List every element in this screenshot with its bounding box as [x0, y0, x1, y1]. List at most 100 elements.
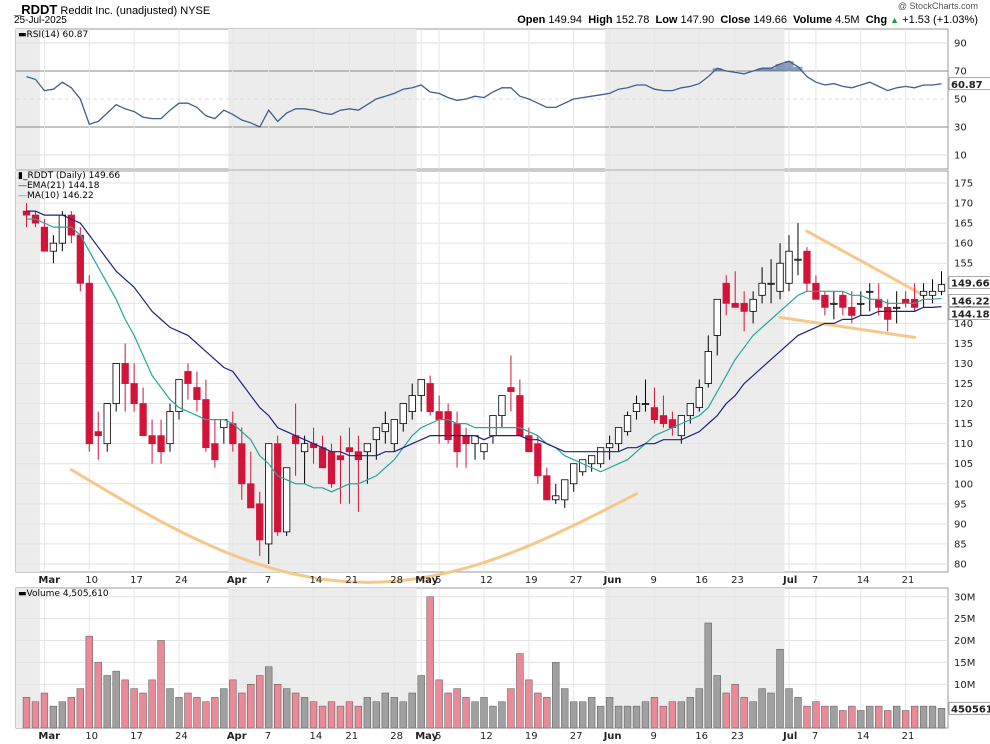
ema-last-label-bg — [948, 307, 990, 320]
candle-body — [103, 403, 111, 445]
volume-bar — [31, 701, 40, 729]
ema-line-icon: — — [18, 181, 27, 191]
volume-bar — [758, 688, 766, 729]
candle-body — [803, 250, 811, 284]
candle-body — [462, 435, 470, 445]
chg-value: +1.53 (+1.03%) — [902, 14, 978, 26]
volume-bar — [76, 688, 84, 729]
candle-body — [919, 290, 928, 296]
price-tick-label: 160 — [954, 239, 973, 250]
volume-bar — [336, 705, 345, 729]
rsi-overbought-fill — [775, 64, 785, 71]
volume-bar — [659, 705, 668, 729]
volume-bar — [435, 679, 443, 729]
volume-bar — [587, 697, 596, 729]
ma-legend-text: MA(10) 146.22 — [27, 191, 94, 201]
volume-bar — [830, 705, 838, 729]
volume-bar — [130, 688, 138, 729]
rsi-overbought-fill — [793, 66, 803, 71]
pennant-lower-line — [778, 315, 917, 339]
candle-body — [157, 435, 165, 453]
ma-line-icon: — — [18, 191, 27, 201]
x-axis-label: 27 — [570, 575, 583, 586]
x-axis-label: May — [415, 575, 438, 586]
candle-body — [632, 403, 641, 412]
volume-bar — [767, 692, 775, 729]
x-axis-label: 16 — [695, 731, 708, 742]
volume-bar — [803, 705, 811, 729]
candle-body — [928, 290, 937, 296]
open-value: 149.94 — [548, 14, 583, 26]
volume-bar — [614, 705, 623, 729]
candle-body — [579, 459, 587, 473]
candle-body — [794, 258, 802, 261]
price-tick-label: 90 — [954, 519, 967, 530]
price-tick-label: 115 — [954, 419, 973, 430]
volume-bar — [58, 701, 67, 729]
candle-body — [229, 423, 237, 445]
candle-body — [677, 415, 685, 437]
volume-bar — [812, 701, 820, 729]
month-band — [16, 171, 40, 572]
volume-bar — [821, 705, 829, 729]
volume-bar — [390, 697, 398, 729]
candle-body — [435, 411, 443, 421]
candle-body — [588, 455, 596, 465]
volume-bar — [399, 701, 407, 729]
candle-body — [893, 306, 901, 309]
month-band — [16, 588, 40, 728]
volume-bar — [893, 705, 901, 729]
candle-body — [58, 214, 66, 244]
candle-body — [884, 306, 892, 320]
volume-bar — [408, 692, 416, 729]
volume-bar — [910, 705, 919, 729]
rsi-tick-label: 70 — [954, 67, 967, 78]
volume-bar — [489, 705, 497, 729]
x-axis-label: 5 — [435, 575, 441, 586]
x-axis-label: 19 — [525, 731, 538, 742]
x-axis-label: 12 — [480, 575, 493, 586]
volume-bar — [740, 697, 748, 729]
rsi-tick-label: 10 — [954, 151, 967, 162]
volume-bar — [704, 622, 712, 729]
volume-bar — [866, 705, 874, 729]
volume-bar — [471, 701, 479, 729]
close-value: 149.66 — [753, 14, 788, 26]
candle-body — [211, 443, 219, 461]
candle-body — [605, 443, 614, 449]
candle-body — [552, 495, 560, 501]
ema21-line — [26, 210, 942, 457]
volume-bar — [650, 697, 659, 729]
candle-body — [193, 387, 201, 400]
candle-body — [489, 415, 497, 437]
volume-legend: ▬Volume 4,505,610 — [18, 589, 109, 599]
ma-last-label: 146.22 — [951, 296, 990, 307]
candle-body — [372, 427, 380, 441]
volume-tick-label: 15M — [954, 658, 975, 669]
chg-label: Chg — [865, 14, 888, 26]
price-tick-label: 95 — [954, 499, 967, 510]
volume-bar — [884, 710, 892, 729]
x-axis-label: 21 — [345, 575, 358, 586]
candle-body — [722, 282, 730, 304]
x-axis-label: 10 — [85, 575, 98, 586]
candle-body — [49, 242, 58, 252]
x-axis-label: 24 — [175, 575, 188, 586]
candle-body — [166, 411, 174, 445]
volume-bar — [184, 692, 192, 729]
candle-body — [659, 415, 668, 425]
x-axis-label: 17 — [130, 731, 143, 742]
candle-body — [785, 250, 793, 284]
volume-bar — [85, 635, 93, 729]
open-label: Open — [517, 14, 546, 26]
candle-body — [444, 411, 452, 441]
candle-body — [848, 306, 856, 316]
volume-bar — [534, 692, 542, 729]
volume-tick-label: 30M — [954, 592, 975, 603]
volume-bar — [731, 684, 739, 729]
rsi-overbought-fill — [757, 68, 767, 71]
volume-bar — [525, 679, 533, 729]
candle-body — [767, 282, 775, 285]
price-tick-label: 135 — [954, 339, 973, 350]
candle-body — [686, 403, 694, 417]
